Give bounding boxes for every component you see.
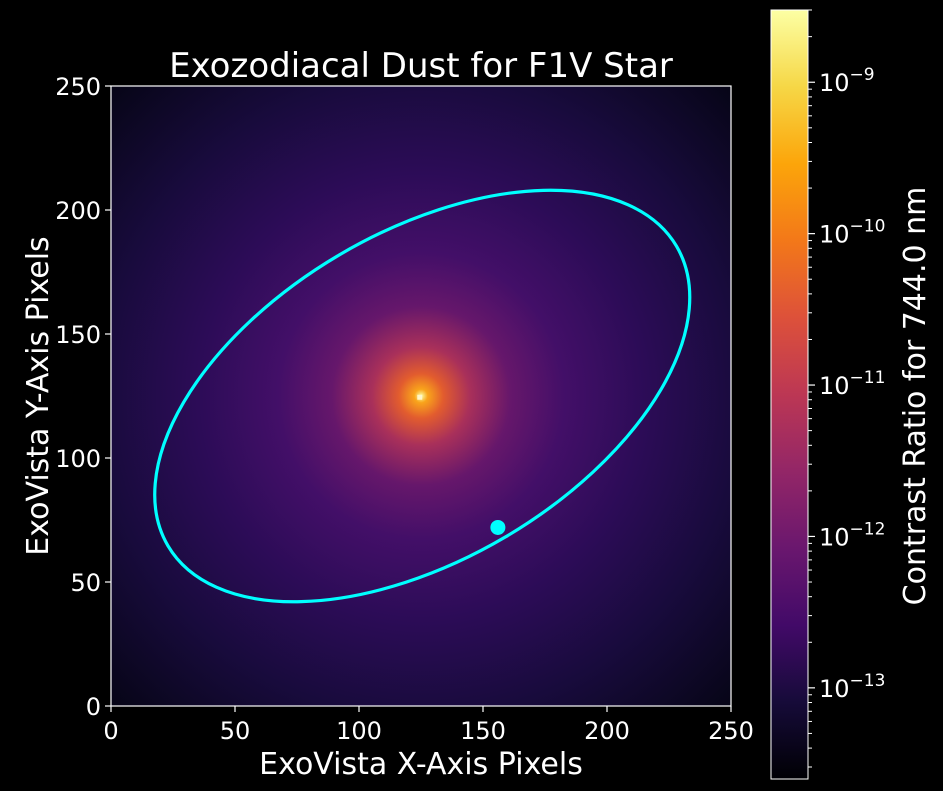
plot-frame — [110, 85, 732, 707]
x-axis-ticks: 0 50 100 150 200 250 — [103, 706, 754, 745]
colorbar-tick-base: 10 — [819, 221, 850, 249]
chart-title: Exozodiacal Dust for F1V Star — [169, 46, 673, 86]
star-marker — [417, 394, 423, 400]
y-tick-label: 0 — [86, 693, 101, 721]
colorbar-tick-exponent: −12 — [850, 519, 886, 539]
y-tick-label: 50 — [70, 569, 101, 597]
colorbar-tick-base: 10 — [819, 523, 850, 551]
colorbar-tick-exponent: −13 — [850, 671, 886, 691]
x-tick-label: 50 — [220, 717, 251, 745]
colorbar-tick-base: 10 — [819, 372, 850, 400]
y-tick-label: 150 — [55, 321, 101, 349]
y-tick-label: 200 — [55, 197, 101, 225]
colorbar-tick-base: 10 — [819, 675, 850, 703]
colorbar-tick-exponent: −11 — [850, 368, 886, 388]
colorbar-tick-label: 10−12 — [819, 519, 885, 551]
colorbar-label: Contrast Ratio for 744.0 nm — [898, 187, 933, 606]
x-tick-label: 250 — [708, 717, 754, 745]
y-axis-ticks: 0 50 100 150 200 250 — [55, 73, 111, 721]
x-axis-label: ExoVista X-Axis Pixels — [259, 747, 583, 782]
y-axis-label: ExoVista Y-Axis Pixels — [21, 236, 56, 555]
colorbar — [770, 9, 809, 780]
colorbar-tick-label: 10−10 — [819, 217, 885, 249]
y-tick-label: 100 — [55, 445, 101, 473]
colorbar-tick-label: 10−9 — [819, 65, 875, 97]
x-tick-label: 150 — [460, 717, 506, 745]
colorbar-tick-base: 10 — [819, 69, 850, 97]
x-tick-label: 100 — [336, 717, 382, 745]
x-tick-label: 0 — [103, 717, 118, 745]
colorbar-tick-label: 10−13 — [819, 671, 885, 703]
colorbar-tick-exponent: −9 — [850, 65, 875, 85]
planet-orbit — [153, 188, 692, 604]
y-tick-label: 250 — [55, 73, 101, 101]
x-tick-label: 200 — [584, 717, 630, 745]
colorbar-tick-exponent: −10 — [850, 217, 886, 237]
planet-marker — [490, 519, 506, 535]
plot-area — [111, 86, 731, 706]
colorbar-tick-label: 10−11 — [819, 368, 885, 400]
